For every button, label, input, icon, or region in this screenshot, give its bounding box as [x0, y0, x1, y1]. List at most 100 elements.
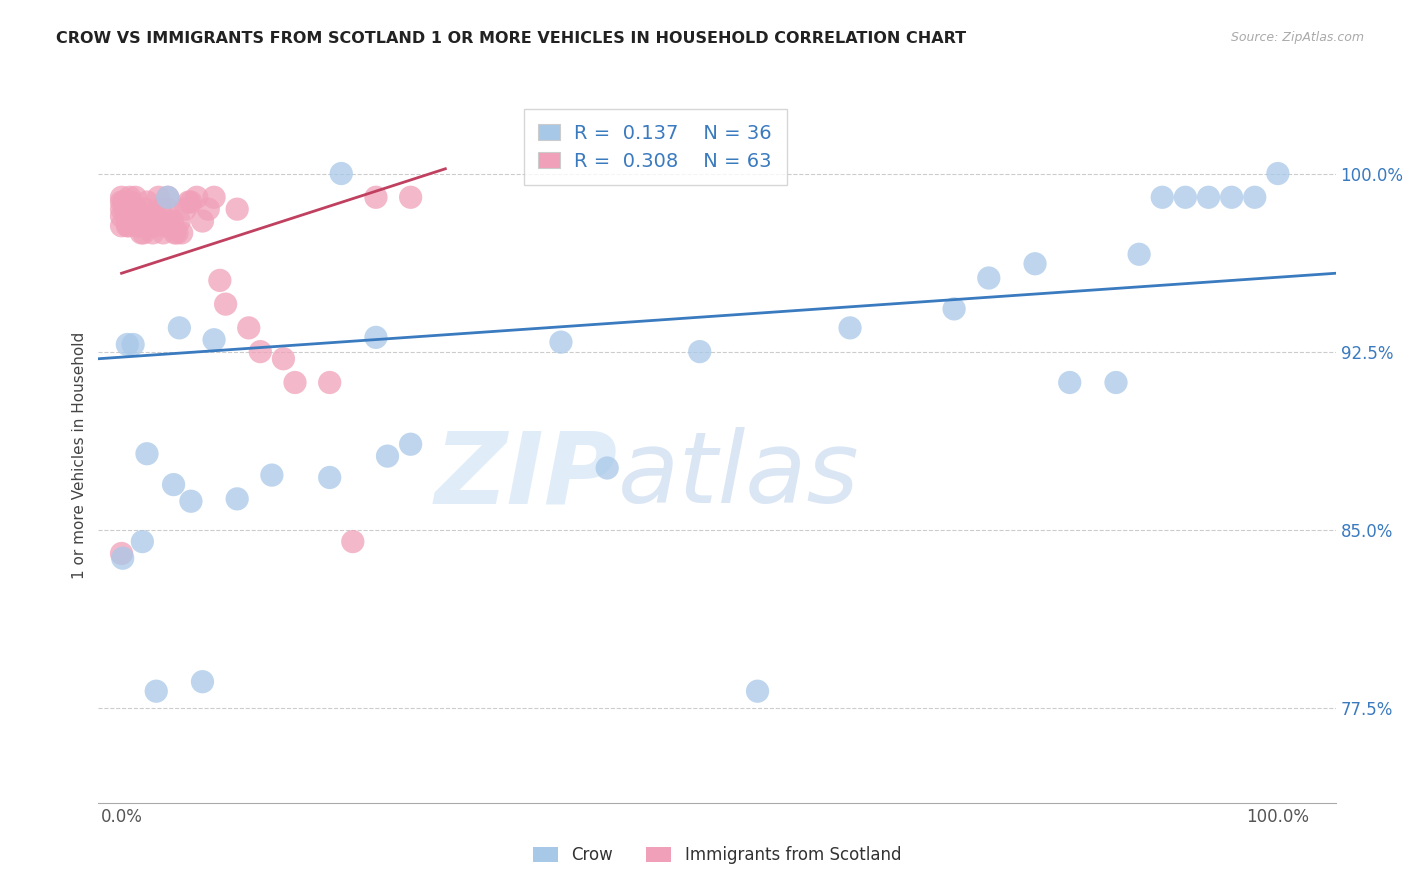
Point: [180, 494, 202, 508]
Point: [134, 202, 156, 216]
Point: [117, 337, 139, 351]
Point: [136, 194, 159, 209]
Point: [152, 226, 174, 240]
Point: [1243, 190, 1265, 204]
Point: [129, 214, 152, 228]
Point: [977, 271, 1000, 285]
Point: [145, 684, 167, 698]
Point: [110, 546, 132, 560]
Point: [169, 321, 191, 335]
Point: [117, 202, 139, 216]
Point: [399, 437, 422, 451]
Point: [747, 684, 769, 698]
Point: [131, 219, 153, 233]
Point: [550, 335, 572, 350]
Point: [1105, 376, 1128, 390]
Point: [128, 219, 150, 233]
Point: [214, 297, 236, 311]
Point: [112, 194, 135, 209]
Point: [145, 209, 167, 223]
Point: [156, 190, 179, 204]
Point: [156, 190, 179, 204]
Point: [129, 226, 152, 240]
Point: [596, 461, 619, 475]
Text: atlas: atlas: [619, 427, 859, 524]
Point: [117, 219, 139, 233]
Point: [330, 167, 353, 181]
Point: [125, 202, 148, 216]
Point: [110, 202, 132, 216]
Point: [118, 190, 141, 204]
Point: [689, 344, 711, 359]
Point: [110, 194, 132, 209]
Point: [1024, 257, 1046, 271]
Point: [943, 301, 966, 316]
Point: [128, 204, 150, 219]
Point: [1128, 247, 1150, 261]
Point: [170, 226, 193, 240]
Point: [1059, 376, 1081, 390]
Point: [122, 202, 145, 216]
Point: [169, 214, 191, 228]
Point: [260, 468, 283, 483]
Point: [318, 470, 340, 484]
Point: [174, 202, 197, 216]
Point: [110, 190, 132, 204]
Point: [138, 209, 160, 223]
Point: [110, 219, 132, 233]
Point: [342, 534, 364, 549]
Point: [1174, 190, 1197, 204]
Point: [186, 190, 208, 204]
Point: [399, 190, 422, 204]
Point: [197, 202, 219, 216]
Point: [155, 219, 177, 233]
Text: CROW VS IMMIGRANTS FROM SCOTLAND 1 OR MORE VEHICLES IN HOUSEHOLD CORRELATION CHA: CROW VS IMMIGRANTS FROM SCOTLAND 1 OR MO…: [56, 31, 966, 46]
Point: [177, 194, 200, 209]
Point: [1198, 190, 1220, 204]
Point: [839, 321, 862, 335]
Point: [180, 194, 202, 209]
Point: [110, 209, 132, 223]
Point: [124, 190, 146, 204]
Point: [142, 226, 165, 240]
Point: [156, 202, 179, 216]
Point: [139, 219, 162, 233]
Point: [1267, 167, 1289, 181]
Point: [111, 551, 134, 566]
Point: [162, 214, 184, 228]
Point: [364, 190, 387, 204]
Point: [166, 226, 188, 240]
Point: [202, 190, 225, 204]
Point: [202, 333, 225, 347]
Point: [122, 337, 145, 351]
Point: [318, 376, 340, 390]
Point: [122, 214, 145, 228]
Point: [284, 376, 307, 390]
Point: [377, 449, 399, 463]
Point: [162, 477, 184, 491]
Text: Source: ZipAtlas.com: Source: ZipAtlas.com: [1230, 31, 1364, 45]
Point: [149, 202, 172, 216]
Point: [364, 330, 387, 344]
Text: ZIP: ZIP: [434, 427, 619, 524]
Point: [131, 534, 153, 549]
Point: [115, 209, 138, 223]
Point: [238, 321, 260, 335]
Point: [1220, 190, 1243, 204]
Point: [114, 202, 136, 216]
Point: [1152, 190, 1174, 204]
Point: [226, 202, 249, 216]
Point: [142, 219, 165, 233]
Point: [226, 491, 249, 506]
Point: [148, 190, 170, 204]
Legend: R =  0.137    N = 36, R =  0.308    N = 63: R = 0.137 N = 36, R = 0.308 N = 63: [524, 109, 786, 185]
Point: [249, 344, 271, 359]
Point: [117, 219, 139, 233]
Point: [159, 219, 181, 233]
Y-axis label: 1 or more Vehicles in Household: 1 or more Vehicles in Household: [72, 331, 87, 579]
Point: [136, 447, 159, 461]
Point: [121, 200, 143, 214]
Point: [191, 214, 214, 228]
Point: [273, 351, 295, 366]
Point: [191, 674, 214, 689]
